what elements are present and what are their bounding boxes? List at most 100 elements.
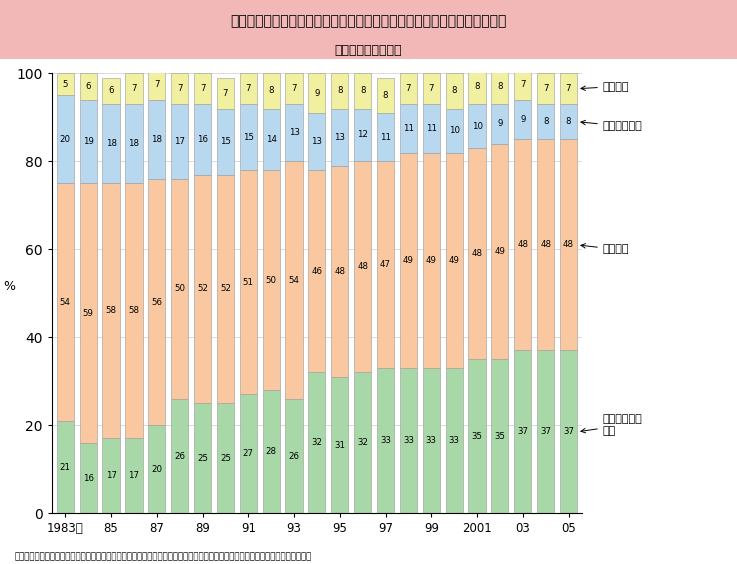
Bar [194, 174, 211, 403]
Text: 58: 58 [128, 306, 139, 315]
Bar [285, 73, 303, 104]
Text: 7: 7 [543, 84, 548, 93]
Bar [148, 100, 165, 179]
Text: 5: 5 [63, 80, 68, 89]
Bar [171, 179, 188, 399]
Text: 31: 31 [335, 440, 345, 450]
Text: 49: 49 [449, 256, 460, 265]
Bar [446, 73, 463, 108]
Text: 37: 37 [563, 428, 574, 437]
Bar [194, 73, 211, 104]
Bar [262, 390, 280, 513]
Bar [331, 73, 349, 108]
Bar [354, 108, 371, 161]
Text: 図３－７　米の消費量に占める家計消費、外食・中食等消費の割合の推移: 図３－７ 米の消費量に占める家計消費、外食・中食等消費の割合の推移 [230, 14, 507, 28]
Text: 19: 19 [83, 137, 94, 146]
Text: 7: 7 [566, 84, 571, 93]
Text: 7: 7 [131, 84, 136, 93]
Text: 52: 52 [220, 284, 231, 293]
Text: 52: 52 [197, 284, 208, 293]
Bar [354, 73, 371, 108]
Text: 15: 15 [242, 133, 254, 142]
Text: 7: 7 [291, 84, 297, 93]
Bar [262, 108, 280, 170]
Text: 17: 17 [174, 137, 185, 146]
Text: 26: 26 [174, 452, 185, 461]
Bar [102, 438, 119, 513]
Text: 13: 13 [312, 137, 322, 146]
Bar [171, 73, 188, 104]
Text: 32: 32 [357, 438, 368, 447]
Text: 17: 17 [128, 472, 139, 481]
Bar [57, 183, 74, 421]
Bar [560, 73, 577, 104]
Text: 33: 33 [403, 436, 414, 445]
Bar [240, 73, 257, 104]
Bar [446, 368, 463, 513]
Text: 51: 51 [242, 278, 254, 287]
Bar [446, 152, 463, 368]
Bar [102, 78, 119, 104]
Bar [537, 350, 554, 513]
Bar [148, 179, 165, 425]
Bar [354, 161, 371, 372]
Bar [354, 372, 371, 513]
Text: 7: 7 [405, 84, 411, 93]
Bar [514, 350, 531, 513]
Bar [217, 78, 234, 108]
Bar [377, 78, 394, 113]
Bar [377, 161, 394, 368]
Bar [308, 113, 326, 170]
Bar [285, 161, 303, 399]
Text: （１人１年当たり）: （１人１年当たり） [335, 44, 402, 57]
Text: 農家自家消費: 農家自家消費 [581, 120, 643, 131]
Bar [148, 69, 165, 100]
Text: 8: 8 [566, 117, 571, 126]
Text: 8: 8 [475, 82, 480, 91]
Bar [194, 104, 211, 174]
Bar [537, 73, 554, 104]
Text: 25: 25 [220, 454, 231, 462]
Text: 18: 18 [151, 135, 162, 144]
Bar [560, 104, 577, 139]
Text: 33: 33 [380, 436, 391, 445]
Text: 9: 9 [520, 115, 525, 124]
Text: 33: 33 [449, 436, 460, 445]
Bar [514, 139, 531, 350]
Bar [399, 368, 417, 513]
Text: 7: 7 [200, 84, 206, 93]
Text: 46: 46 [312, 267, 322, 276]
Bar [217, 403, 234, 513]
Text: 8: 8 [360, 86, 366, 95]
Text: 47: 47 [380, 260, 391, 269]
Text: 25: 25 [197, 454, 208, 462]
Bar [469, 69, 486, 104]
Text: 13: 13 [289, 128, 299, 137]
Bar [80, 443, 97, 513]
Text: 32: 32 [312, 438, 322, 447]
Text: 13: 13 [335, 133, 345, 142]
Text: 35: 35 [472, 432, 483, 440]
Text: 26: 26 [289, 452, 299, 461]
FancyBboxPatch shape [0, 0, 737, 59]
Bar [240, 394, 257, 513]
Bar [80, 100, 97, 183]
Text: 10: 10 [449, 126, 460, 135]
Text: 20: 20 [60, 135, 71, 144]
Bar [57, 95, 74, 183]
Bar [125, 73, 142, 104]
Text: 7: 7 [154, 80, 159, 89]
Text: 37: 37 [517, 428, 528, 437]
Text: 20: 20 [151, 465, 162, 474]
Text: 12: 12 [357, 130, 368, 139]
Bar [331, 377, 349, 513]
Bar [469, 359, 486, 513]
Bar [171, 399, 188, 513]
Bar [399, 73, 417, 104]
Bar [285, 399, 303, 513]
Text: 17: 17 [105, 472, 116, 481]
Bar [217, 108, 234, 174]
Text: 48: 48 [563, 240, 574, 249]
Bar [331, 108, 349, 166]
Text: 8: 8 [383, 91, 388, 100]
